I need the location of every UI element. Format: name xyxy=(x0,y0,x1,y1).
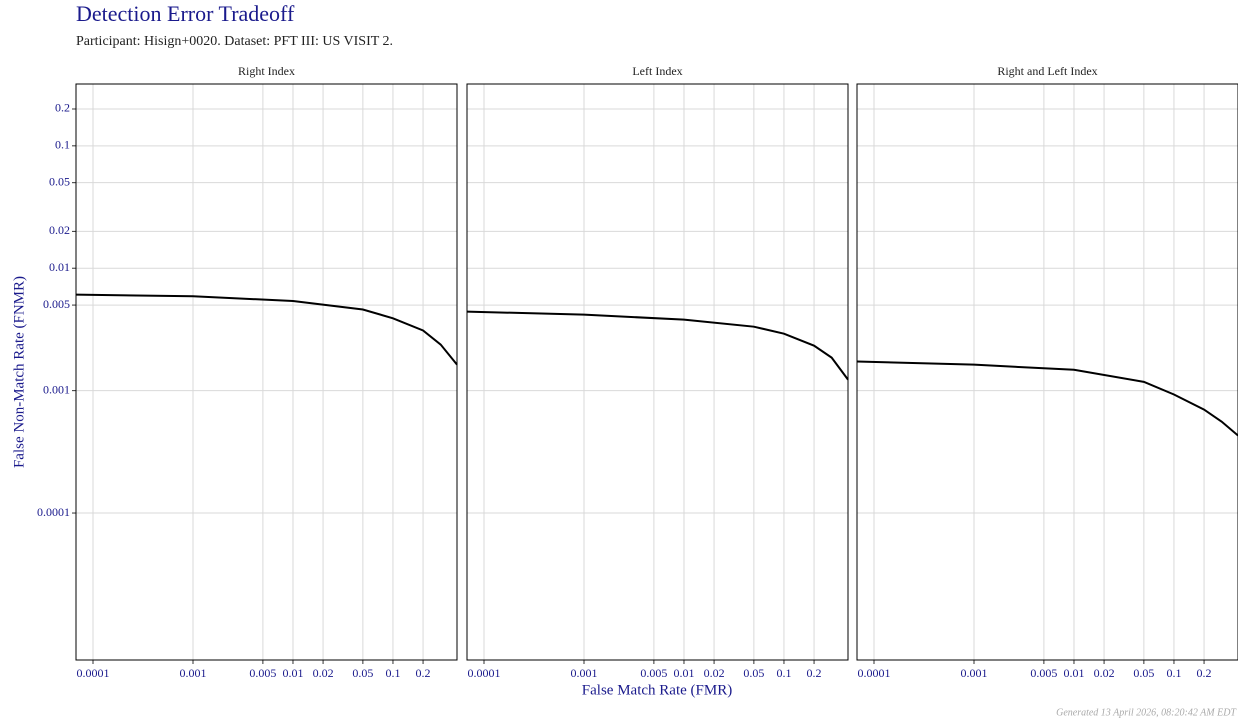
x-tick-label: 0.02 xyxy=(704,666,725,680)
strip xyxy=(76,63,457,83)
x-tick-label: 0.005 xyxy=(640,666,667,680)
strip xyxy=(857,63,1238,83)
x-tick-label: 0.005 xyxy=(249,666,276,680)
x-tick-label: 0.005 xyxy=(1030,666,1057,680)
x-tick-label: 0.1 xyxy=(1166,666,1181,680)
y-tick-label: 0.0001 xyxy=(37,505,70,519)
x-tick-label: 0.05 xyxy=(743,666,764,680)
panel-title: Right and Left Index xyxy=(997,64,1097,78)
x-axis-label: False Match Rate (FMR) xyxy=(582,682,732,698)
x-tick-label: 0.1 xyxy=(385,666,400,680)
det-curve xyxy=(466,310,849,381)
y-tick-label: 0.05 xyxy=(49,174,70,188)
x-tick-label: 0.2 xyxy=(807,666,822,680)
panel-title: Right Index xyxy=(238,64,295,78)
panel-border xyxy=(466,83,849,661)
x-tick-label: 0.0001 xyxy=(858,666,891,680)
det-curve xyxy=(856,360,1238,437)
y-tick-label: 0.1 xyxy=(55,138,70,152)
det-curve xyxy=(75,293,458,366)
chart-title: Detection Error Tradeoff xyxy=(76,1,295,26)
y-tick-label: 0.01 xyxy=(49,260,70,274)
panel-border xyxy=(856,83,1238,661)
footer: Generated 13 April 2026, 08:20:42 AM EDT xyxy=(1056,707,1237,718)
x-tick-label: 0.1 xyxy=(776,666,791,680)
panel-title: Left Index xyxy=(632,64,682,78)
x-tick-label: 0.2 xyxy=(1197,666,1212,680)
y-tick-label: 0.2 xyxy=(55,101,70,115)
x-tick-label: 0.001 xyxy=(960,666,987,680)
y-tick-label: 0.001 xyxy=(43,382,70,396)
x-tick-label: 0.2 xyxy=(416,666,431,680)
x-tick-label: 0.01 xyxy=(282,666,303,680)
y-tick-label: 0.02 xyxy=(49,223,70,237)
x-tick-label: 0.02 xyxy=(313,666,334,680)
y-tick-label: 0.005 xyxy=(43,297,70,311)
x-tick-label: 0.001 xyxy=(570,666,597,680)
x-tick-label: 0.05 xyxy=(352,666,373,680)
x-tick-label: 0.0001 xyxy=(77,666,110,680)
x-tick-label: 0.05 xyxy=(1133,666,1154,680)
panel-border xyxy=(75,83,458,661)
x-tick-label: 0.0001 xyxy=(468,666,501,680)
x-tick-label: 0.02 xyxy=(1094,666,1115,680)
x-tick-label: 0.001 xyxy=(179,666,206,680)
strip xyxy=(467,63,848,83)
x-tick-label: 0.01 xyxy=(1063,666,1084,680)
chart-subtitle: Participant: Hisign+0020. Dataset: PFT I… xyxy=(76,34,393,49)
x-tick-label: 0.01 xyxy=(673,666,694,680)
y-axis-label: False Non-Match Rate (FNMR) xyxy=(11,276,27,468)
